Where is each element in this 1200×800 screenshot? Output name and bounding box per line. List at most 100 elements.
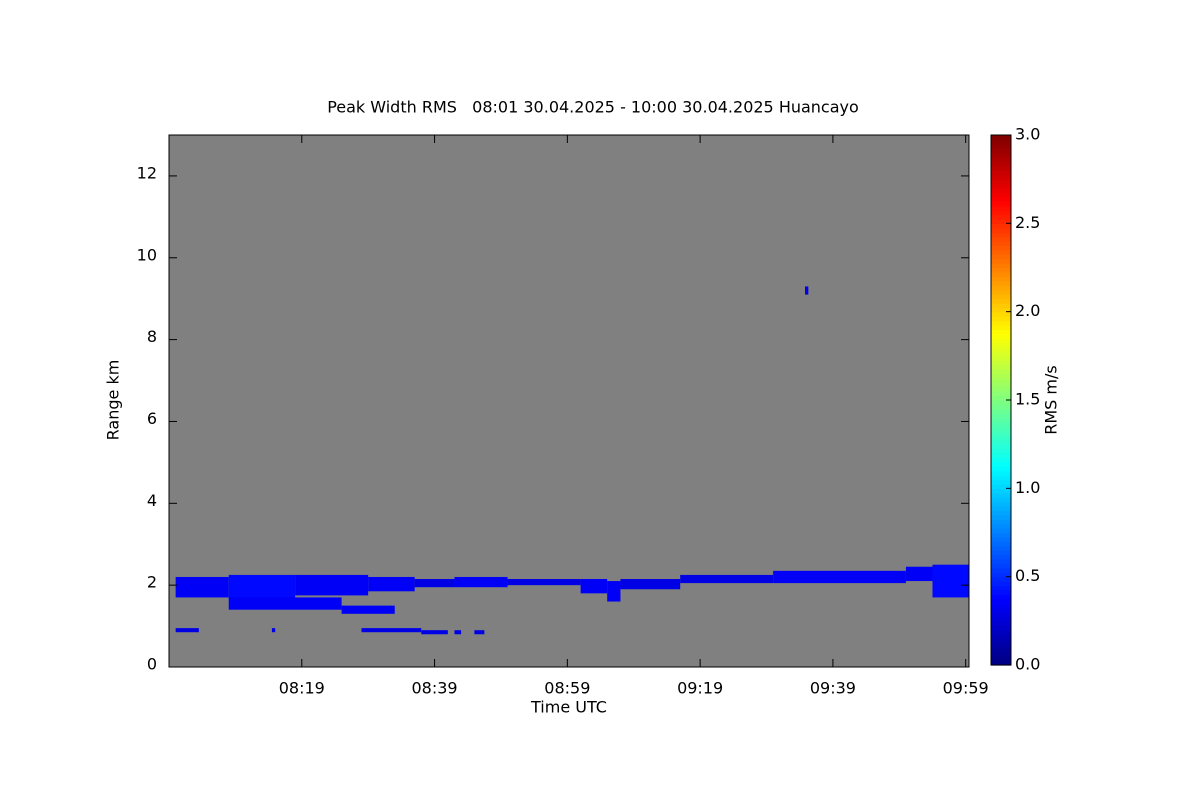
colorbar-swatch bbox=[991, 214, 1011, 220]
x-tick-label: 09:59 bbox=[943, 679, 989, 698]
colorbar-swatch bbox=[991, 148, 1011, 154]
heatmap-cell bbox=[474, 630, 485, 635]
colorbar-swatch bbox=[991, 355, 1011, 361]
colorbar-tick-label: 1.5 bbox=[1015, 390, 1040, 409]
colorbar-swatch bbox=[991, 333, 1011, 339]
colorbar-swatch bbox=[991, 598, 1011, 604]
heatmap-cell bbox=[580, 579, 608, 594]
heatmap-cell bbox=[414, 579, 455, 588]
colorbar-swatch bbox=[991, 559, 1011, 565]
colorbar-swatch bbox=[991, 612, 1011, 618]
colorbar-tick-label: 3.0 bbox=[1015, 125, 1040, 144]
colorbar-swatch bbox=[991, 435, 1011, 441]
colorbar-swatch bbox=[991, 461, 1011, 467]
x-tick-label: 08:59 bbox=[544, 679, 590, 698]
colorbar-swatch bbox=[991, 656, 1011, 662]
colorbar-swatch bbox=[991, 223, 1011, 229]
colorbar-swatch bbox=[991, 444, 1011, 450]
colorbar-swatch bbox=[991, 179, 1011, 185]
x-tick-label: 08:19 bbox=[279, 679, 325, 698]
colorbar-swatch bbox=[991, 528, 1011, 534]
colorbar-swatch bbox=[991, 642, 1011, 648]
colorbar-swatch bbox=[991, 475, 1011, 481]
colorbar-label: RMS m/s bbox=[1042, 365, 1061, 434]
x-axis-label: Time UTC bbox=[530, 698, 607, 717]
colorbar-swatch bbox=[991, 413, 1011, 419]
heatmap-cell bbox=[421, 630, 448, 635]
colorbar-swatch bbox=[991, 267, 1011, 273]
colorbar-swatch bbox=[991, 276, 1011, 282]
colorbar-swatch bbox=[991, 316, 1011, 322]
colorbar-swatch bbox=[991, 417, 1011, 423]
colorbar-swatch bbox=[991, 545, 1011, 551]
colorbar-swatch bbox=[991, 408, 1011, 414]
colorbar-swatch bbox=[991, 581, 1011, 587]
colorbar-swatch bbox=[991, 386, 1011, 392]
colorbar-swatch bbox=[991, 271, 1011, 277]
colorbar-swatch bbox=[991, 391, 1011, 397]
heatmap-cell bbox=[271, 628, 276, 633]
colorbar-tick-label: 0.0 bbox=[1015, 655, 1040, 674]
colorbar-swatch bbox=[991, 369, 1011, 375]
heatmap-cell bbox=[228, 574, 296, 600]
heatmap-cell bbox=[680, 574, 774, 584]
colorbar-swatch bbox=[991, 647, 1011, 653]
heatmap-cell bbox=[507, 579, 581, 586]
colorbar-swatch bbox=[991, 205, 1011, 211]
colorbar-swatch bbox=[991, 479, 1011, 485]
colorbar-swatch bbox=[991, 497, 1011, 503]
colorbar-swatch bbox=[991, 377, 1011, 383]
colorbar-swatch bbox=[991, 519, 1011, 525]
colorbar-swatch bbox=[991, 422, 1011, 428]
colorbar-swatch bbox=[991, 625, 1011, 631]
colorbar-swatch bbox=[991, 541, 1011, 547]
colorbar-swatch bbox=[991, 263, 1011, 269]
colorbar-swatch bbox=[991, 143, 1011, 149]
colorbar-swatch bbox=[991, 196, 1011, 202]
colorbar-swatch bbox=[991, 603, 1011, 609]
colorbar-swatch bbox=[991, 157, 1011, 163]
colorbar-swatch bbox=[991, 329, 1011, 335]
colorbar-swatch bbox=[991, 585, 1011, 591]
colorbar-swatch bbox=[991, 594, 1011, 600]
colorbar-swatch bbox=[991, 351, 1011, 357]
colorbar-swatch bbox=[991, 532, 1011, 538]
colorbar-swatch bbox=[991, 298, 1011, 304]
colorbar-swatch bbox=[991, 280, 1011, 286]
colorbar-swatch bbox=[991, 227, 1011, 233]
x-tick-label: 09:19 bbox=[677, 679, 723, 698]
colorbar-swatch bbox=[991, 324, 1011, 330]
heatmap-cell bbox=[454, 630, 462, 635]
colorbar-swatch bbox=[991, 192, 1011, 198]
heatmap-cell bbox=[228, 597, 342, 610]
colorbar-swatch bbox=[991, 320, 1011, 326]
colorbar-swatch bbox=[991, 347, 1011, 353]
colorbar-swatch bbox=[991, 135, 1011, 141]
colorbar-swatch bbox=[991, 152, 1011, 158]
colorbar-swatch bbox=[991, 638, 1011, 644]
heatmap-cell bbox=[368, 576, 415, 592]
colorbar-swatch bbox=[991, 364, 1011, 370]
colorbar-swatch bbox=[991, 218, 1011, 224]
colorbar-swatch bbox=[991, 510, 1011, 516]
colorbar-swatch bbox=[991, 430, 1011, 436]
colorbar-swatch bbox=[991, 483, 1011, 489]
colorbar-swatch bbox=[991, 236, 1011, 242]
colorbar-swatch bbox=[991, 170, 1011, 176]
colorbar-swatch bbox=[991, 188, 1011, 194]
colorbar-swatch bbox=[991, 554, 1011, 560]
colorbar-swatch bbox=[991, 563, 1011, 569]
colorbar-swatch bbox=[991, 373, 1011, 379]
colorbar-swatch bbox=[991, 572, 1011, 578]
colorbar-swatch bbox=[991, 426, 1011, 432]
y-tick-label: 4 bbox=[147, 491, 157, 510]
y-tick-label: 12 bbox=[137, 163, 157, 182]
heatmap-cell bbox=[361, 628, 422, 633]
colorbar-swatch bbox=[991, 492, 1011, 498]
heatmap-cell bbox=[905, 566, 933, 582]
colorbar-swatch bbox=[991, 457, 1011, 463]
y-tick-label: 2 bbox=[147, 573, 157, 592]
colorbar-swatch bbox=[991, 395, 1011, 401]
colorbar-swatch bbox=[991, 161, 1011, 167]
colorbar-swatch bbox=[991, 400, 1011, 406]
